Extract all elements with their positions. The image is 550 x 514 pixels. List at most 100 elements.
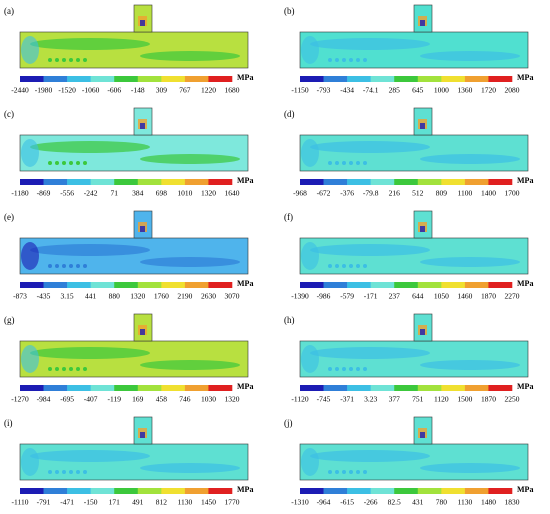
panel: (h) MPa -1120 -745 -371 3.23 377 751 1120 1500 187… bbox=[284, 313, 533, 404]
colorbar-segment bbox=[394, 76, 419, 82]
colorbar-label: 237 bbox=[389, 292, 401, 301]
colorbar-label: -869 bbox=[37, 189, 51, 198]
colorbar-segment bbox=[208, 282, 233, 288]
colorbar-segment bbox=[394, 282, 419, 288]
colorbar-label: -745 bbox=[317, 395, 331, 404]
colorbar-label: -1520 bbox=[58, 86, 76, 95]
colorbar-label: -1310 bbox=[291, 498, 309, 507]
colorbar-label: 1320 bbox=[225, 395, 240, 404]
hole bbox=[335, 264, 339, 268]
colorbar-segment bbox=[90, 385, 115, 391]
colorbar-segment bbox=[417, 385, 442, 391]
hole bbox=[69, 161, 73, 165]
colorbar-segment bbox=[67, 179, 91, 185]
colorbar-segment bbox=[417, 179, 442, 185]
colorbar-segment bbox=[90, 76, 115, 82]
colorbar-segment bbox=[114, 282, 139, 288]
hole bbox=[62, 58, 66, 62]
colorbar-label: -873 bbox=[13, 292, 27, 301]
hole bbox=[349, 264, 353, 268]
colorbar-segment bbox=[370, 179, 395, 185]
colorbar-label: 1030 bbox=[201, 395, 216, 404]
colorbar-label: -793 bbox=[317, 86, 331, 95]
colorbar-label: 1010 bbox=[177, 189, 192, 198]
colorbar-label: 216 bbox=[389, 189, 401, 198]
contour bbox=[140, 463, 240, 473]
colorbar-label: -1060 bbox=[82, 86, 100, 95]
hole bbox=[349, 161, 353, 165]
colorbar-label: 384 bbox=[132, 189, 144, 198]
hole bbox=[363, 58, 367, 62]
hole bbox=[363, 470, 367, 474]
colorbar-segment bbox=[464, 282, 489, 288]
unit: MPa bbox=[237, 176, 253, 185]
contour bbox=[21, 345, 39, 373]
contour bbox=[420, 360, 520, 370]
hotspot bbox=[140, 123, 145, 129]
panel-label: (a) bbox=[4, 6, 14, 16]
panel-label: (j) bbox=[284, 418, 293, 428]
hole bbox=[356, 161, 360, 165]
colorbar-segment bbox=[441, 488, 466, 494]
colorbar-label: 377 bbox=[389, 395, 401, 404]
hole bbox=[342, 367, 346, 371]
beam bbox=[299, 340, 529, 378]
panel: (d) MPa -968 -672 -376 -79.8 216 512 809 1100 1400… bbox=[284, 107, 533, 198]
colorbar-segment bbox=[43, 282, 68, 288]
colorbar-segment bbox=[208, 488, 233, 494]
colorbar-label: 171 bbox=[109, 498, 121, 507]
colorbar-segment bbox=[184, 385, 209, 391]
colorbar-label: 767 bbox=[179, 86, 191, 95]
hotspot bbox=[420, 329, 425, 335]
beam bbox=[299, 443, 529, 481]
colorbar-segment bbox=[441, 385, 466, 391]
hotspot bbox=[420, 20, 425, 26]
contour bbox=[310, 244, 430, 256]
colorbar-segment bbox=[184, 76, 209, 82]
colorbar-label: -986 bbox=[317, 292, 331, 301]
hole bbox=[83, 264, 87, 268]
contour bbox=[310, 347, 430, 359]
colorbar-segment bbox=[184, 179, 209, 185]
panel: (c) MPa -1180 -869 -556 -242 71 384 698 1010 1320 1… bbox=[4, 107, 253, 198]
unit: MPa bbox=[517, 73, 533, 82]
hole bbox=[76, 161, 80, 165]
colorbar-label: -606 bbox=[107, 86, 121, 95]
hole bbox=[48, 161, 52, 165]
colorbar-label: 1360 bbox=[457, 86, 472, 95]
hotspot bbox=[140, 226, 145, 232]
colorbar-label: 2630 bbox=[201, 292, 216, 301]
colorbar-label: 2080 bbox=[505, 86, 520, 95]
colorbar-label: 1130 bbox=[178, 498, 193, 507]
hotspot bbox=[140, 20, 145, 26]
colorbar-label: 1320 bbox=[201, 189, 216, 198]
colorbar-segment bbox=[488, 282, 513, 288]
colorbar-label: 2250 bbox=[505, 395, 520, 404]
beam bbox=[299, 31, 529, 69]
colorbar-label: -1980 bbox=[35, 86, 53, 95]
contour bbox=[310, 450, 430, 462]
hole bbox=[83, 367, 87, 371]
colorbar-segment bbox=[20, 488, 44, 494]
unit: MPa bbox=[237, 382, 253, 391]
colorbar-label: -1120 bbox=[291, 395, 308, 404]
hole bbox=[48, 264, 52, 268]
hole bbox=[335, 470, 339, 474]
colorbar-label: -1110 bbox=[12, 498, 29, 507]
colorbar-segment bbox=[184, 488, 209, 494]
colorbar-segment bbox=[441, 179, 466, 185]
contour bbox=[420, 257, 520, 267]
colorbar-segment bbox=[20, 385, 44, 391]
colorbar-label: -791 bbox=[37, 498, 51, 507]
colorbar-segment bbox=[184, 282, 209, 288]
colorbar-label: 1130 bbox=[458, 498, 473, 507]
colorbar-label: -79.8 bbox=[363, 189, 379, 198]
contour bbox=[140, 154, 240, 164]
contour bbox=[310, 141, 430, 153]
hole bbox=[328, 161, 332, 165]
unit: MPa bbox=[237, 73, 253, 82]
colorbar-segment bbox=[464, 488, 489, 494]
colorbar-segment bbox=[347, 282, 371, 288]
colorbar-segment bbox=[161, 76, 186, 82]
